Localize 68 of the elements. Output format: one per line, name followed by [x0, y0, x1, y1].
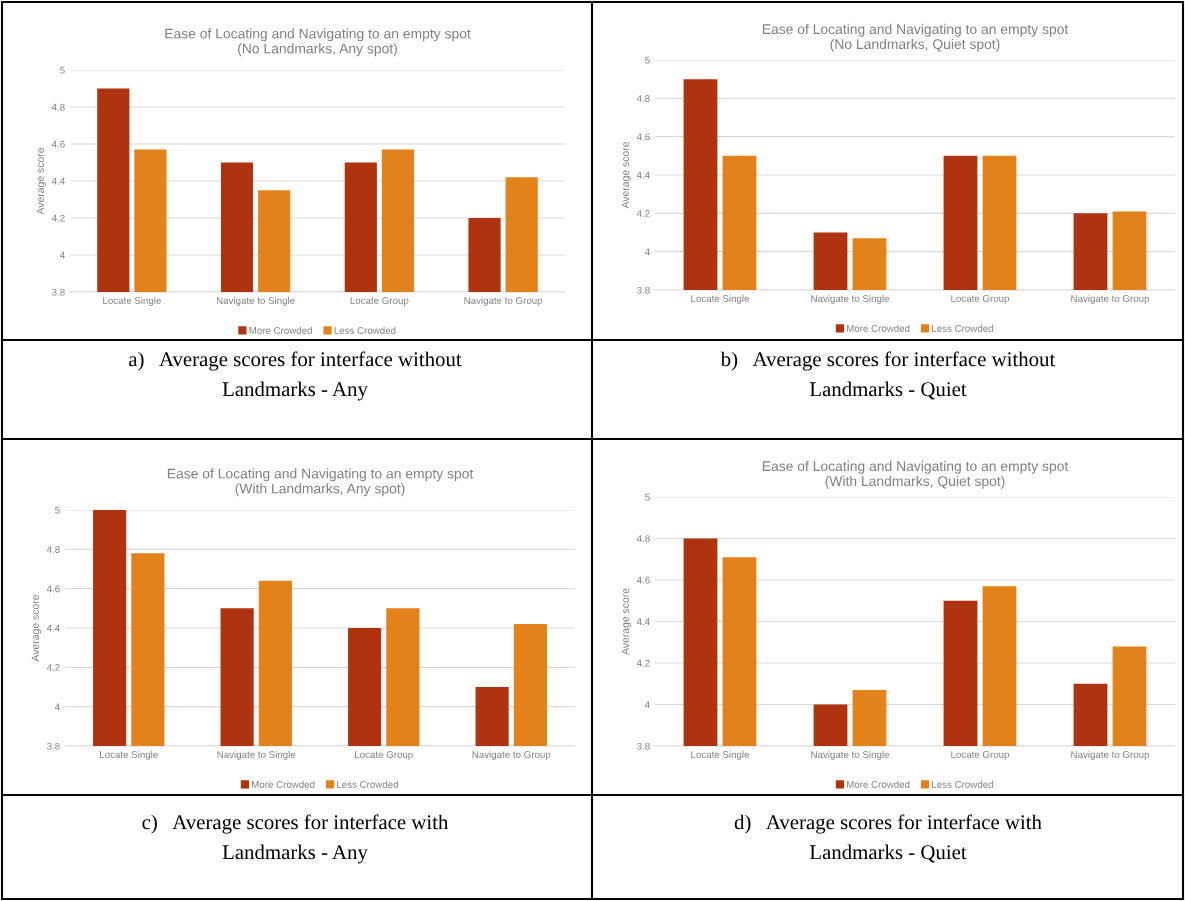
chart-subtitle: (No Landmarks, Quiet spot): [830, 38, 1000, 52]
y-tick-label: 5: [645, 56, 650, 64]
y-tick-label: 4.4: [51, 177, 65, 185]
y-tick-label: 3.8: [637, 742, 650, 750]
y-tick-label: 5: [60, 66, 65, 74]
y-tick-label: 4.4: [636, 171, 650, 179]
y-tick-label: 5: [55, 506, 60, 514]
chart-subtitle: (With Landmarks, Any spot): [235, 483, 405, 497]
x-tick-label: Navigate to Single: [811, 750, 890, 760]
y-tick-label: 4.8: [636, 535, 650, 543]
y-tick-label: 3.8: [637, 286, 650, 294]
y-tick-label: 5: [645, 493, 650, 501]
chart-subtitle: (No Landmarks, Any spot): [238, 43, 397, 57]
legend-label: More Crowded: [249, 326, 312, 334]
y-tick-label: 4: [54, 703, 60, 711]
x-tick-label: Locate Single: [691, 294, 750, 304]
y-axis-title: Average score: [621, 588, 632, 655]
x-tick-label: Locate Group: [951, 295, 1010, 304]
x-tick-label: Locate Group: [350, 297, 409, 306]
y-tick-label: 4.8: [51, 103, 65, 111]
y-axis-title: Average score: [31, 594, 42, 662]
x-tick-label: Navigate to Group: [1071, 750, 1150, 760]
chart-subtitle: (With Landmarks, Quiet spot): [825, 475, 1005, 489]
y-tick-label: 4.2: [636, 659, 650, 667]
chart-title: Ease of Locating and Navigating to an empty spot: [762, 460, 1069, 474]
x-tick-label: Navigate to Single: [811, 294, 890, 304]
y-tick-label: 4.2: [46, 664, 60, 671]
x-tick-label: Locate Group: [355, 751, 413, 760]
text: a) Average scores for interface without Landmarks - Any: [129, 351, 462, 401]
legend-label: More Crowded: [252, 780, 315, 788]
y-tick-label: 4: [644, 701, 650, 709]
text: c) Average scores for interface with Landmarks - Any: [142, 814, 449, 864]
y-axis-title: Average score: [621, 141, 632, 209]
y-tick-label: 4: [59, 251, 65, 259]
y-tick-label: 4.8: [636, 95, 650, 102]
y-tick-label: 3.8: [52, 288, 65, 296]
y-tick-label: 4.6: [636, 133, 650, 141]
x-tick-label: Navigate to Group: [464, 296, 543, 306]
y-tick-label: 4.6: [51, 140, 65, 148]
y-tick-label: 4.4: [46, 624, 60, 632]
legend-label: Less Crowded: [337, 780, 398, 788]
y-tick-label: 4.8: [46, 546, 60, 553]
x-tick-label: Navigate to Single: [216, 296, 295, 306]
x-tick-label: Navigate to Single: [217, 750, 296, 760]
legend-label: More Crowded: [847, 780, 910, 788]
y-tick-label: 4: [644, 248, 650, 256]
y-axis-title: Average score: [36, 147, 47, 215]
x-tick-label: Navigate to Group: [472, 750, 551, 760]
legend-label: Less Crowded: [932, 324, 993, 332]
y-tick-label: 4.2: [636, 210, 650, 217]
text: d) Average scores for interface with Landmarks - Quiet: [734, 814, 1042, 863]
y-tick-label: 4.2: [51, 214, 65, 222]
y-tick-label: 4.6: [46, 585, 60, 593]
chart-title: Ease of Locating and Navigating to an empty spot: [762, 23, 1069, 37]
legend-label: Less Crowded: [932, 780, 993, 788]
x-tick-label: Locate Single: [691, 750, 750, 760]
y-tick-label: 4.6: [636, 576, 650, 584]
y-tick-label: 4.4: [636, 618, 650, 626]
chart-title: Ease of Locating and Navigating to an empty spot: [165, 28, 471, 42]
chart-title: Ease of Locating and Navigating to an empty spot: [167, 468, 474, 482]
x-tick-label: Locate Single: [103, 296, 161, 306]
legend-label: More Crowded: [847, 324, 910, 332]
x-tick-label: Locate Single: [100, 750, 158, 760]
legend-label: Less Crowded: [334, 326, 396, 334]
x-tick-label: Navigate to Group: [1071, 294, 1150, 304]
y-tick-label: 3.8: [47, 742, 60, 750]
text: b) Average scores for interface without Landmarks - Quiet: [720, 351, 1056, 400]
x-tick-label: Locate Group: [951, 751, 1010, 760]
